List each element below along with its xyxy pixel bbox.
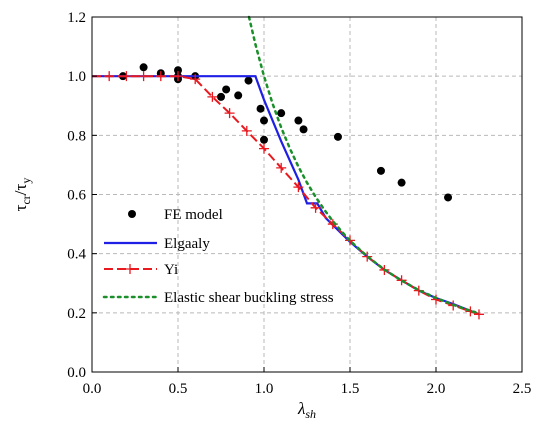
legend-item-fe-model: FE model (128, 207, 223, 223)
grid (92, 17, 522, 372)
fe-model-point (217, 92, 225, 101)
y-tick-label: 1.2 (67, 10, 86, 26)
x-tick-label: 0.0 (83, 381, 102, 397)
legend-item-elgaaly: Elgaaly (104, 236, 210, 252)
fe-model-point (333, 132, 342, 141)
fe-model-point (222, 85, 231, 94)
legend-fe-model-marker (128, 210, 136, 218)
legend-item-elastic-shear-buckling-stress: Elastic shear buckling stress (102, 290, 334, 306)
yi-marker (224, 108, 235, 119)
fe-model-point (299, 125, 308, 134)
fe-model-point (256, 104, 265, 113)
fe-model-point (244, 76, 253, 85)
yi-marker (276, 162, 287, 173)
yi-marker (121, 71, 132, 82)
x-tick-label: 2.5 (513, 381, 532, 397)
x-axis-title: λsh (297, 399, 316, 421)
y-tick-label: 0.2 (67, 306, 86, 322)
y-tick-label: 0.0 (67, 365, 86, 381)
x-tick-label: 1.5 (341, 381, 360, 397)
y-tick-label: 0.6 (67, 188, 86, 204)
legend-yi-marker (125, 264, 135, 274)
y-tick-label: 0.4 (67, 247, 86, 263)
series-elastic-shear-buckling-stress (247, 15, 481, 315)
legend-label: Yi (164, 262, 178, 278)
elastic-shear-buckling-stress-line (247, 15, 481, 315)
y-tick-label: 0.8 (67, 128, 86, 144)
legend-item-yi: Yi (104, 262, 178, 278)
fe-model-point (277, 109, 286, 118)
axis-titles: λsh τcr/τy (11, 178, 316, 421)
yi-marker (259, 143, 269, 154)
series-layer (92, 15, 484, 320)
x-tick-label: 2.0 (427, 381, 446, 397)
yi-marker (155, 71, 166, 82)
yi-marker (138, 71, 149, 82)
legend-label: FE model (164, 207, 223, 223)
yi-marker (173, 71, 183, 82)
fe-model-point (294, 116, 303, 125)
yi-marker (104, 71, 115, 82)
fe-model-point (234, 91, 243, 100)
x-tick-label: 0.5 (169, 381, 188, 397)
yi-marker (310, 202, 321, 213)
yi-marker (241, 125, 252, 136)
yi-marker (207, 91, 218, 102)
fe-model-point (376, 166, 385, 175)
fe-model-point (174, 66, 182, 75)
fe-model-point (397, 178, 406, 187)
legend-label: Elgaaly (164, 236, 210, 252)
y-axis-title: τcr/τy (11, 178, 33, 212)
yi-marker (474, 309, 484, 320)
legend-label: Elastic shear buckling stress (164, 290, 334, 306)
fe-model-point (260, 116, 268, 125)
yi-marker (190, 74, 201, 85)
legend: FE model Elgaaly Yi Elastic shear buckling … (102, 207, 334, 306)
axis-ticks: 0.0 0.2 0.4 0.6 0.8 1.0 1.2 0.0 0.5 1.0 1.5 2.0 2.5 (67, 10, 531, 397)
fe-model-point (444, 193, 453, 202)
x-tick-label: 1.0 (255, 381, 274, 397)
fe-model-point (139, 63, 148, 72)
y-tick-label: 1.0 (67, 69, 86, 85)
yi-marker (293, 182, 304, 193)
fe-model-point (260, 135, 268, 144)
